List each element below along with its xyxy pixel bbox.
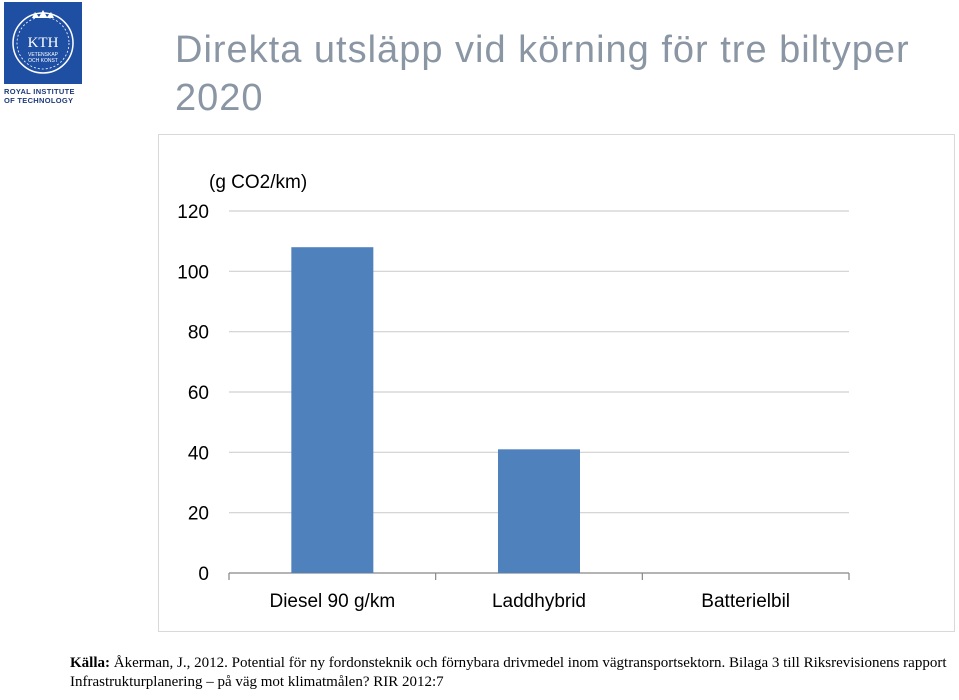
bar-0 bbox=[291, 247, 374, 573]
y-tick-label-40: 40 bbox=[188, 443, 209, 464]
bar-1 bbox=[498, 449, 580, 573]
svg-text:KTH: KTH bbox=[28, 35, 59, 51]
kth-logo-caption: ROYAL INSTITUTE OF TECHNOLOGY bbox=[4, 87, 82, 105]
y-tick-label-120: 120 bbox=[177, 202, 209, 223]
kth-logo: KTH VETENSKAP OCH KONST ROYAL INSTITUTE … bbox=[4, 2, 82, 106]
y-tick-label-80: 80 bbox=[188, 323, 209, 344]
y-tick-label-20: 20 bbox=[188, 504, 209, 525]
y-tick-label-0: 0 bbox=[198, 564, 209, 585]
svg-text:VETENSKAP: VETENSKAP bbox=[28, 52, 59, 58]
y-tick-label-100: 100 bbox=[177, 262, 209, 283]
x-category-label-0: Diesel 90 g/km bbox=[269, 591, 395, 612]
x-category-label-1: Laddhybrid bbox=[492, 591, 586, 612]
kth-caption-line1: ROYAL INSTITUTE bbox=[4, 87, 75, 96]
kth-seal: KTH VETENSKAP OCH KONST bbox=[4, 2, 82, 84]
svg-text:OCH KONST: OCH KONST bbox=[28, 58, 58, 64]
kth-caption-line2: OF TECHNOLOGY bbox=[4, 96, 74, 105]
slide-title: Direkta utsläpp vid körning för tre bilt… bbox=[175, 29, 910, 119]
y-unit-label: (g CO2/km) bbox=[209, 172, 307, 193]
bar-chart: 0 20 40 60 80 100 120(g CO2/km) Diesel 90 g/km L… bbox=[177, 172, 850, 612]
chart-frame: 0 20 40 60 80 100 120 (g CO2/km) Diesel 90 g/km L… bbox=[158, 134, 955, 632]
source-text: Åkerman, J., 2012. Potential för ny ford… bbox=[70, 655, 947, 690]
source-label: Källa: bbox=[70, 655, 110, 671]
source-citation: Källa: Åkerman, J., 2012. Potential för … bbox=[70, 654, 955, 692]
x-category-label-2: Batterielbil bbox=[701, 591, 790, 612]
y-tick-label-60: 60 bbox=[188, 383, 209, 404]
